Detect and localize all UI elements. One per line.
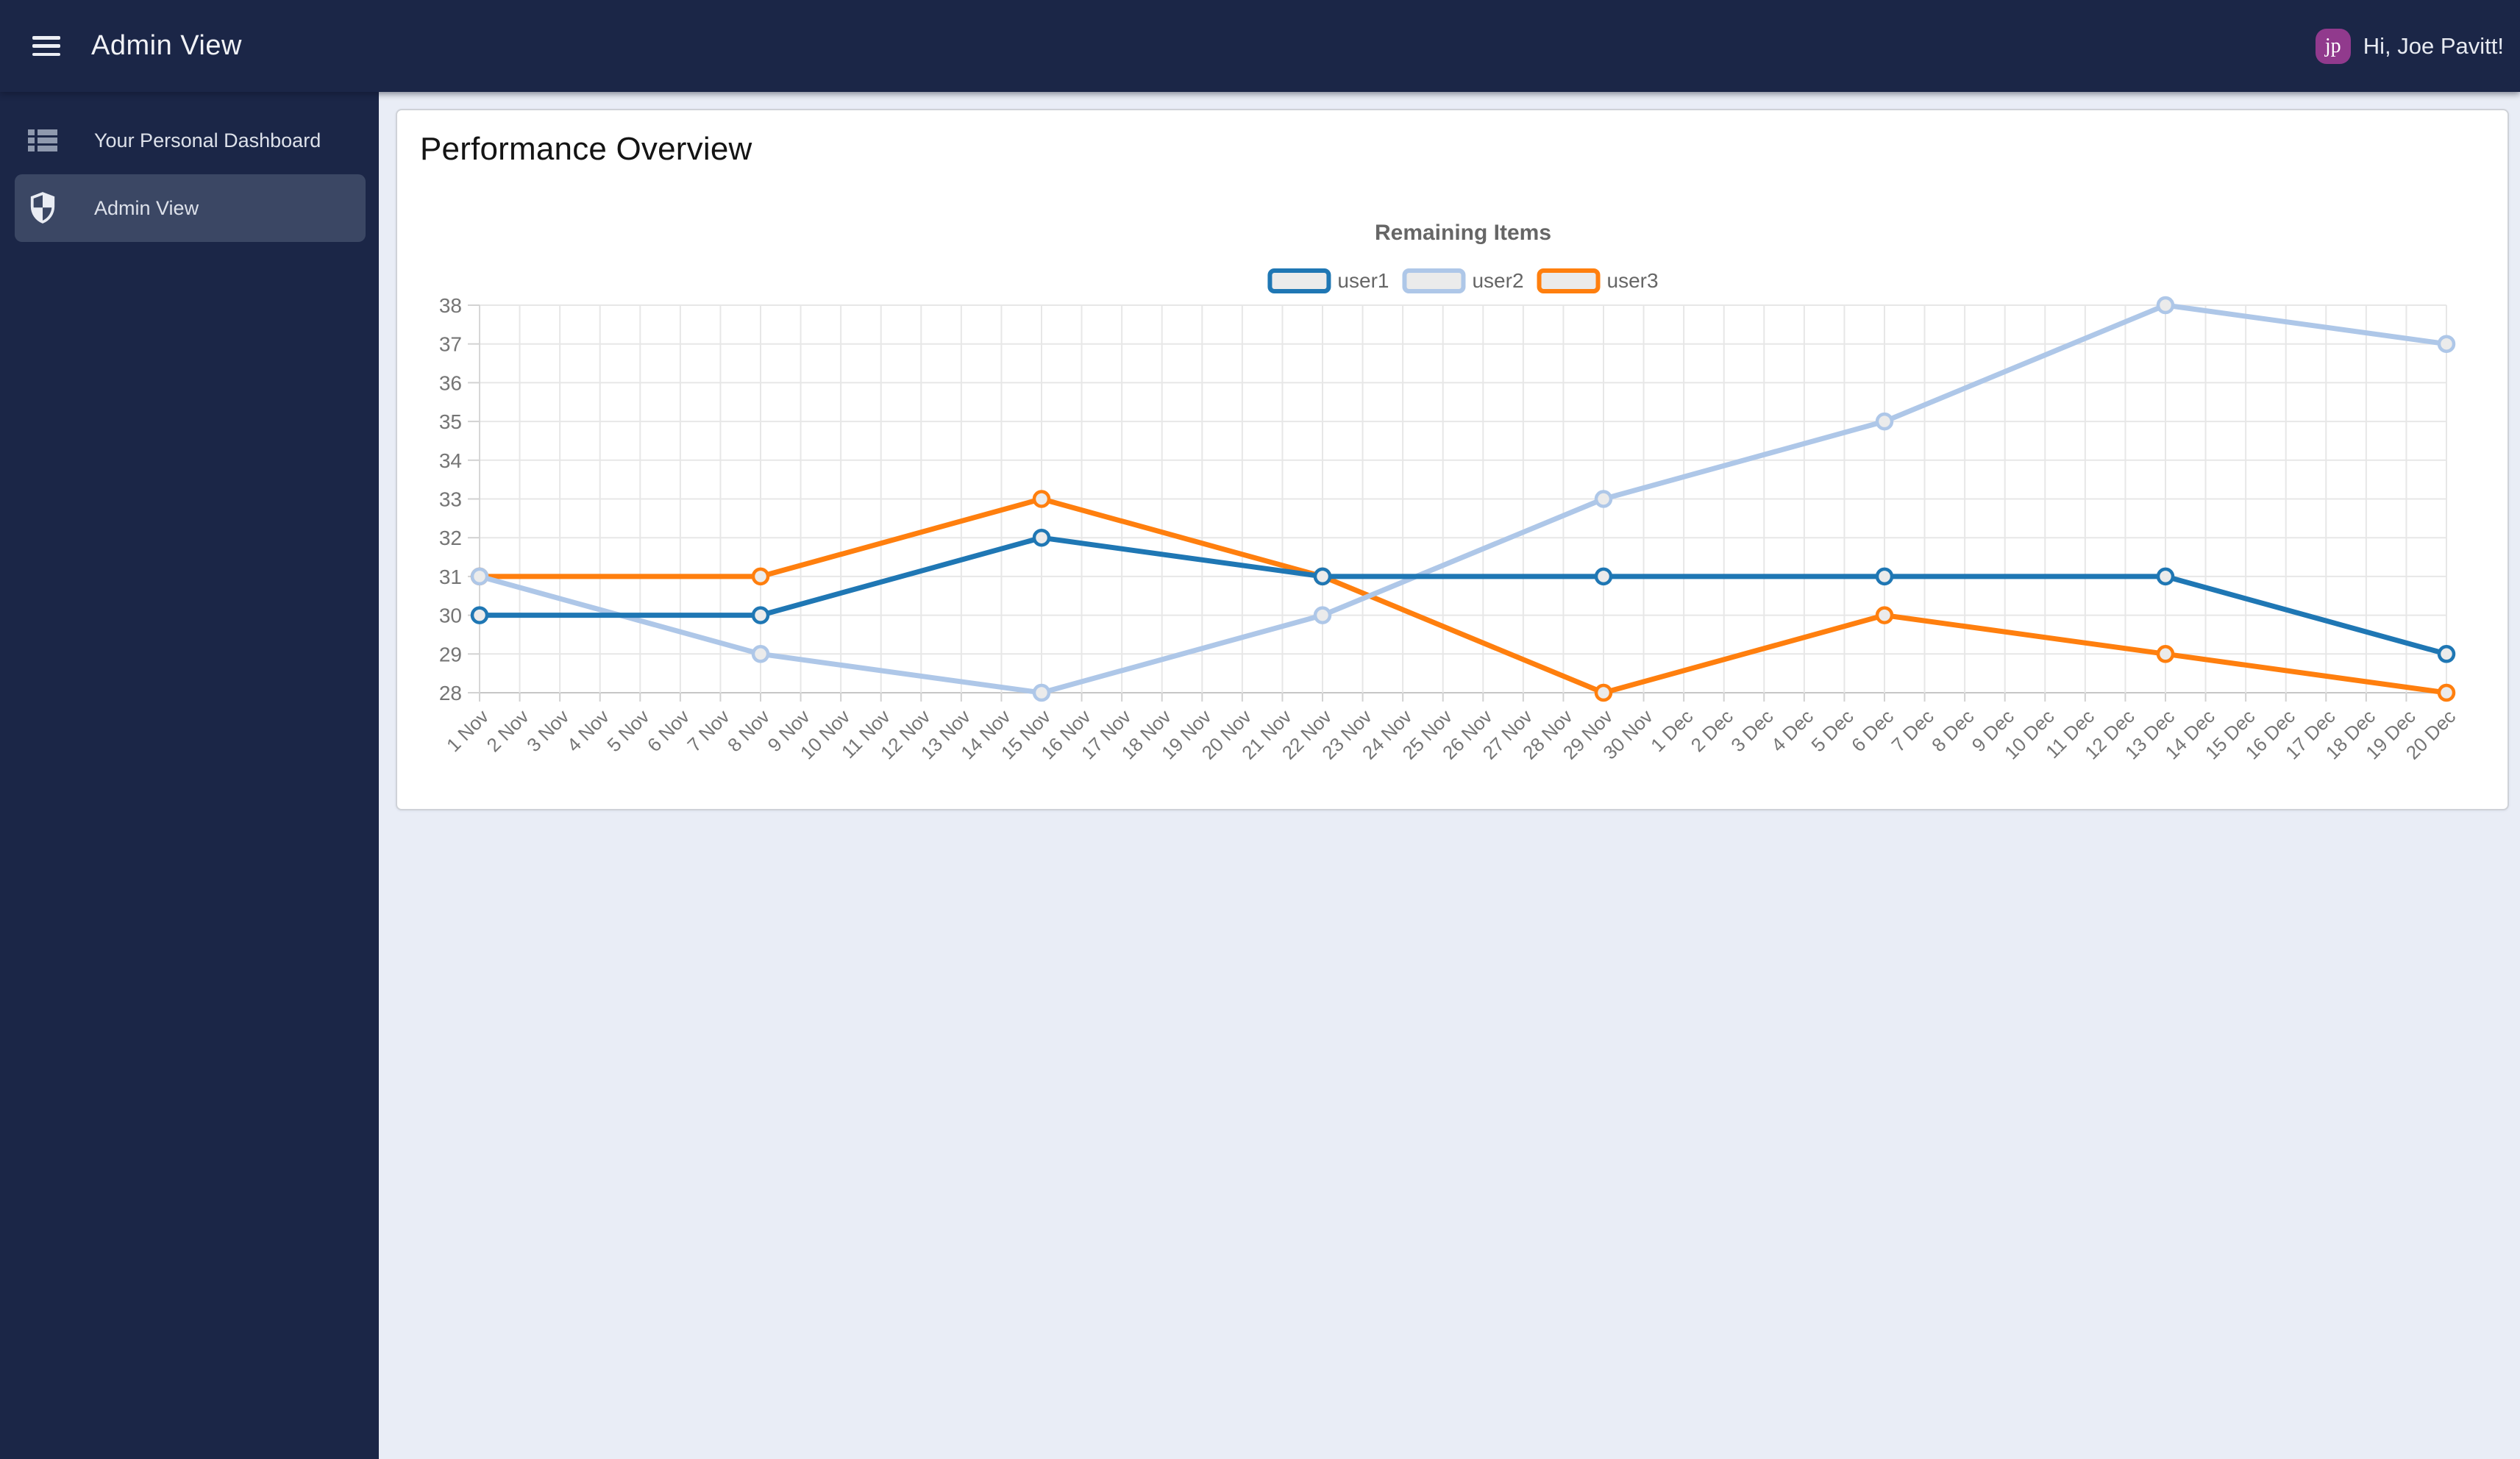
x-tick-label: 7 Dec (1887, 705, 1938, 756)
series-line-user2 (477, 302, 2449, 696)
data-point-user1-22 Nov[interactable] (1313, 567, 1332, 586)
x-tick-label: 1 Nov (442, 705, 493, 756)
legend-swatch-user3 (1537, 268, 1601, 293)
main-content: Performance Overview 28 29 30 31 32 33 34 35 36 3… (379, 92, 2520, 1459)
y-tick-label: 32 (439, 527, 462, 549)
x-tick-label: 7 Nov (683, 705, 733, 756)
data-point-user2-8 Nov[interactable] (751, 645, 770, 663)
chart-title: Remaining Items (1375, 221, 1551, 245)
legend-swatch-user2 (1402, 268, 1466, 293)
y-tick-label: 31 (439, 566, 462, 588)
data-point-user2-6 Dec[interactable] (1875, 412, 1894, 431)
legend-item-user1[interactable]: user1 (1267, 268, 1389, 293)
x-tick-label: 8 Dec (1927, 705, 1978, 756)
y-tick-label: 36 (439, 371, 462, 394)
data-point-user1-8 Nov[interactable] (751, 606, 770, 624)
legend-label: user2 (1472, 269, 1523, 292)
y-tick-label: 34 (439, 449, 462, 472)
data-point-user2-22 Nov[interactable] (1313, 606, 1332, 624)
series-line-user3 (477, 496, 2449, 696)
sidebar-item-admin-view[interactable]: Admin View (15, 174, 366, 242)
y-tick-label: 38 (439, 294, 462, 317)
x-tick-label: 8 Nov (723, 705, 774, 756)
legend-item-user3[interactable]: user3 (1537, 268, 1659, 293)
shield-icon (26, 192, 59, 224)
data-point-user2-29 Nov[interactable] (1594, 490, 1613, 508)
data-point-user1-20 Dec[interactable] (2437, 645, 2456, 663)
data-point-user2-20 Dec[interactable] (2437, 335, 2456, 353)
page-title: Admin View (91, 30, 242, 61)
x-tick-label: 4 Dec (1767, 705, 1818, 756)
sidebar-item-label: Your Personal Dashboard (94, 129, 321, 151)
data-point-user3-8 Nov[interactable] (751, 567, 770, 586)
y-tick-label: 35 (439, 410, 462, 433)
legend-item-user2[interactable]: user2 (1402, 268, 1524, 293)
user-greeting: Hi, Joe Pavitt! (2363, 32, 2504, 59)
chart-axes (468, 304, 2447, 702)
hamburger-menu-icon[interactable] (32, 36, 60, 56)
performance-overview-card: Performance Overview 28 29 30 31 32 33 34 35 36 3… (396, 109, 2509, 810)
x-tick-label: 5 Dec (1807, 705, 1857, 756)
chart-legend: user1 user2 user3 (1267, 268, 1659, 293)
data-point-user3-6 Dec[interactable] (1875, 606, 1894, 624)
x-tick-label: 3 Nov (522, 705, 573, 756)
x-tick-label: 2 Nov (483, 705, 533, 756)
chart-series (470, 296, 2456, 702)
data-point-user2-1 Nov[interactable] (470, 567, 489, 586)
list-icon (26, 129, 59, 152)
data-point-user3-15 Nov[interactable] (1032, 490, 1051, 508)
data-point-user1-29 Nov[interactable] (1594, 567, 1613, 586)
data-point-user3-13 Dec[interactable] (2156, 645, 2175, 663)
data-point-user3-20 Dec[interactable] (2437, 683, 2456, 702)
data-point-user1-15 Nov[interactable] (1032, 528, 1051, 547)
x-tick-label: 5 Nov (602, 705, 653, 756)
card-title: Performance Overview (420, 131, 752, 167)
y-tick-label: 33 (439, 488, 462, 511)
data-point-user1-1 Nov[interactable] (470, 606, 489, 624)
x-tick-label: 6 Nov (643, 705, 694, 756)
data-point-user1-6 Dec[interactable] (1875, 567, 1894, 586)
y-tick-label: 28 (439, 682, 462, 704)
sidebar-item-label: Admin View (94, 196, 199, 219)
legend-label: user3 (1607, 269, 1659, 292)
legend-label: user1 (1337, 269, 1389, 292)
data-point-user1-13 Dec[interactable] (2156, 567, 2175, 586)
x-tick-label: 1 Dec (1646, 705, 1697, 756)
sidebar: Your Personal Dashboard Admin View (0, 92, 379, 1459)
user-avatar[interactable]: jp (2315, 28, 2351, 64)
x-tick-label: 3 Dec (1726, 705, 1777, 756)
y-tick-label: 29 (439, 643, 462, 666)
x-tick-label: 2 Dec (1687, 705, 1737, 756)
data-point-user3-29 Nov[interactable] (1594, 683, 1613, 702)
data-point-user2-13 Dec[interactable] (2156, 296, 2175, 315)
y-tick-label: 37 (439, 333, 462, 356)
x-tick-label: 6 Dec (1847, 705, 1898, 756)
sidebar-item-personal-dashboard[interactable]: Your Personal Dashboard (0, 107, 379, 174)
series-line-user1 (477, 535, 2449, 657)
legend-swatch-user1 (1267, 268, 1331, 293)
x-tick-label: 4 Nov (563, 705, 613, 756)
y-tick-label: 30 (439, 604, 462, 627)
top-navbar: Admin View jp Hi, Joe Pavitt! (0, 0, 2520, 92)
data-point-user2-15 Nov[interactable] (1032, 683, 1051, 702)
